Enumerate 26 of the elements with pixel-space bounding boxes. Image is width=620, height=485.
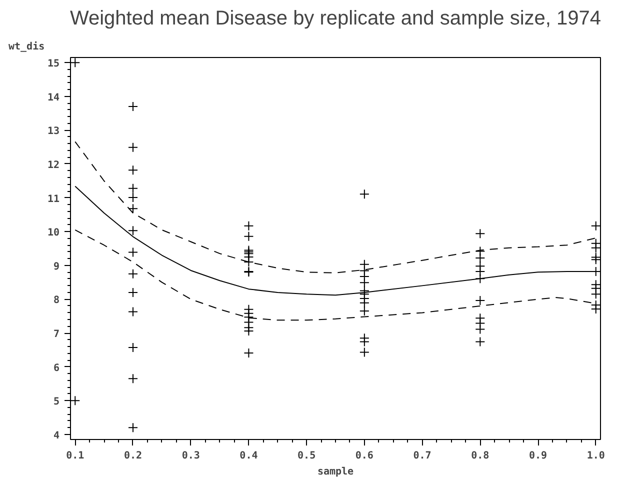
y-tick-label: 5 — [53, 396, 60, 408]
x-tick-label: 0.6 — [355, 450, 374, 462]
x-tick-label: 0.1 — [66, 450, 84, 462]
y-tick-label: 11 — [47, 194, 60, 205]
x-tick-label: 0.8 — [471, 450, 490, 462]
y-tick-label: 6 — [53, 362, 60, 374]
x-tick-label: 0.7 — [413, 450, 432, 462]
y-tick-label: 12 — [47, 160, 60, 171]
y-tick-label: 14 — [47, 92, 60, 104]
x-tick-label: 0.2 — [124, 450, 142, 462]
y-tick-label: 8 — [53, 295, 60, 306]
y-tick-label: 15 — [47, 58, 60, 70]
line-series — [74, 141, 596, 274]
x-axis-title: sample — [317, 466, 354, 478]
y-axis-title: wt_dis — [8, 40, 45, 52]
y-tick-label: 10 — [47, 228, 60, 239]
y-tick-label: 9 — [53, 261, 60, 272]
y-tick-label: 13 — [47, 126, 60, 138]
y-tick-label: 4 — [53, 430, 60, 442]
x-tick-label: 0.3 — [182, 450, 200, 462]
y-tick-label: 7 — [53, 329, 60, 340]
x-tick-label: 0.9 — [528, 450, 548, 462]
chart-title: Weighted mean Disease by replicate and sample size, 1974 — [70, 8, 602, 30]
x-tick-label: 0.5 — [298, 450, 316, 462]
x-tick-label: 1.0 — [586, 450, 605, 462]
x-tick-label: 0.4 — [240, 450, 258, 462]
